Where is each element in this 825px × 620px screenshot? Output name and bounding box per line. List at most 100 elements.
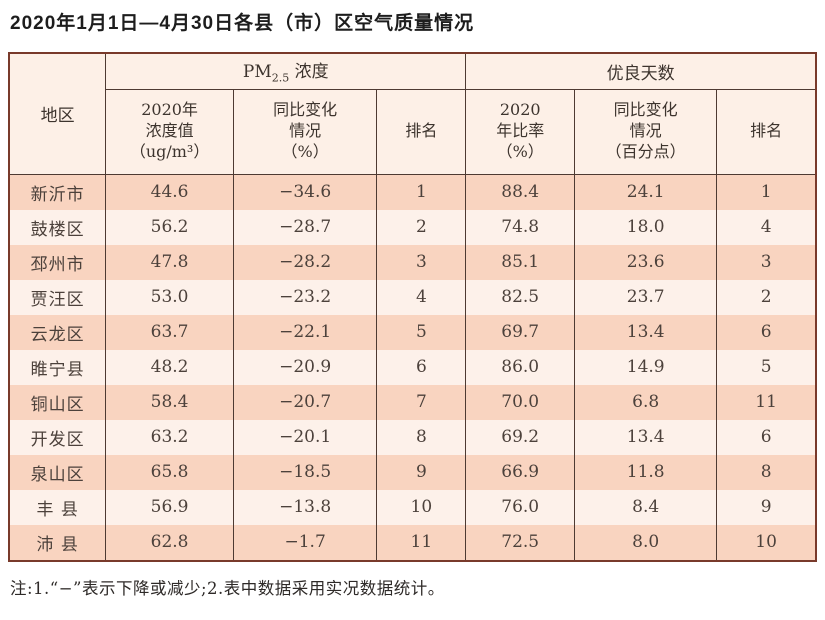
value-cell: 63.7 xyxy=(105,314,234,350)
value-cell: 3 xyxy=(376,244,467,280)
pm25-rank-header: 排名 xyxy=(376,89,467,175)
value-cell: 69.2 xyxy=(465,419,576,455)
table-body: 新沂市 44.6 −34.6 1 88.4 24.1 1 鼓楼区 56.2 −28.7 2 74.8 1… xyxy=(8,174,817,561)
value-cell: 8.0 xyxy=(574,524,718,561)
good-days-group-header: 优良天数 xyxy=(465,52,817,90)
good-days-rate-header: 2020 年比率 （%） xyxy=(465,89,576,175)
table-row: 丰 县 56.9 −13.8 10 76.0 8.4 9 xyxy=(8,489,817,525)
value-cell: 44.6 xyxy=(105,174,234,210)
table-row: 泉山区 65.8 −18.5 9 66.9 11.8 8 xyxy=(8,454,817,490)
value-cell: 24.1 xyxy=(574,174,718,210)
value-cell: 48.2 xyxy=(105,349,234,385)
value-cell: 66.9 xyxy=(465,454,576,490)
pm25-label-rest: 浓度 xyxy=(289,62,329,83)
table-row: 铜山区 58.4 −20.7 7 70.0 6.8 11 xyxy=(8,384,817,420)
value-cell: 63.2 xyxy=(105,419,234,455)
value-cell: −20.1 xyxy=(232,419,378,455)
value-cell: −20.9 xyxy=(232,349,378,385)
region-cell: 云龙区 xyxy=(8,314,107,350)
region-cell: 贾汪区 xyxy=(8,279,107,315)
pm25-label-subscript: 2.5 xyxy=(271,71,290,85)
value-cell: 58.4 xyxy=(105,384,234,420)
value-cell: 65.8 xyxy=(105,454,234,490)
value-cell: −20.7 xyxy=(232,384,378,420)
value-cell: 56.2 xyxy=(105,209,234,245)
value-cell: −1.7 xyxy=(232,524,378,561)
value-cell: 8 xyxy=(716,454,817,490)
value-cell: 8.4 xyxy=(574,489,718,525)
value-cell: 69.7 xyxy=(465,314,576,350)
region-column-header: 地区 xyxy=(8,52,107,175)
region-cell: 泉山区 xyxy=(8,454,107,490)
value-cell: 74.8 xyxy=(465,209,576,245)
region-cell: 开发区 xyxy=(8,419,107,455)
value-cell: 7 xyxy=(376,384,467,420)
value-cell: 2 xyxy=(376,209,467,245)
table-row: 云龙区 63.7 −22.1 5 69.7 13.4 6 xyxy=(8,314,817,350)
pm25-group-header: PM2.5 浓度 xyxy=(105,52,467,90)
table-row: 睢宁县 48.2 −20.9 6 86.0 14.9 5 xyxy=(8,349,817,385)
table-row: 新沂市 44.6 −34.6 1 88.4 24.1 1 xyxy=(8,174,817,210)
region-cell: 丰 县 xyxy=(8,489,107,525)
value-cell: −28.7 xyxy=(232,209,378,245)
value-cell: 76.0 xyxy=(465,489,576,525)
value-cell: 47.8 xyxy=(105,244,234,280)
value-cell: 3 xyxy=(716,244,817,280)
value-cell: 13.4 xyxy=(574,314,718,350)
value-cell: 86.0 xyxy=(465,349,576,385)
value-cell: 11 xyxy=(376,524,467,561)
value-cell: 70.0 xyxy=(465,384,576,420)
value-cell: 18.0 xyxy=(574,209,718,245)
value-cell: 53.0 xyxy=(105,279,234,315)
region-cell: 新沂市 xyxy=(8,174,107,210)
value-cell: 6 xyxy=(716,419,817,455)
value-cell: 23.6 xyxy=(574,244,718,280)
table-row: 沛 县 62.8 −1.7 11 72.5 8.0 10 xyxy=(8,524,817,561)
footnote: 注:1.“−”表示下降或减少;2.表中数据采用实况数据统计。 xyxy=(10,578,445,598)
pm25-label-main: PM xyxy=(242,62,272,83)
value-cell: 85.1 xyxy=(465,244,576,280)
value-cell: −34.6 xyxy=(232,174,378,210)
region-cell: 沛 县 xyxy=(8,524,107,561)
value-cell: 82.5 xyxy=(465,279,576,315)
good-days-change-header: 同比变化 情况 （百分点） xyxy=(574,89,718,175)
value-cell: 11 xyxy=(716,384,817,420)
region-cell: 铜山区 xyxy=(8,384,107,420)
table-header: 地区 PM2.5 浓度 优良天数 2020年 浓度值 （ug/m³） 同比变化 … xyxy=(8,52,817,175)
value-cell: −28.2 xyxy=(232,244,378,280)
value-cell: −18.5 xyxy=(232,454,378,490)
value-cell: 56.9 xyxy=(105,489,234,525)
value-cell: 9 xyxy=(716,489,817,525)
good-days-rank-header: 排名 xyxy=(716,89,817,175)
value-cell: 13.4 xyxy=(574,419,718,455)
value-cell: 6 xyxy=(716,314,817,350)
value-cell: 6.8 xyxy=(574,384,718,420)
value-cell: 8 xyxy=(376,419,467,455)
region-cell: 鼓楼区 xyxy=(8,209,107,245)
value-cell: 5 xyxy=(376,314,467,350)
value-cell: 9 xyxy=(376,454,467,490)
value-cell: 4 xyxy=(716,209,817,245)
air-quality-table: 地区 PM2.5 浓度 优良天数 2020年 浓度值 （ug/m³） 同比变化 … xyxy=(8,51,817,562)
value-cell: 23.7 xyxy=(574,279,718,315)
value-cell: 4 xyxy=(376,279,467,315)
value-cell: 1 xyxy=(716,174,817,210)
page-title: 2020年1月1日—4月30日各县（市）区空气质量情况 xyxy=(10,13,475,34)
value-cell: 72.5 xyxy=(465,524,576,561)
value-cell: 6 xyxy=(376,349,467,385)
table-row: 贾汪区 53.0 −23.2 4 82.5 23.7 2 xyxy=(8,279,817,315)
value-cell: 14.9 xyxy=(574,349,718,385)
region-cell: 邳州市 xyxy=(8,244,107,280)
value-cell: 10 xyxy=(716,524,817,561)
table-row: 邳州市 47.8 −28.2 3 85.1 23.6 3 xyxy=(8,244,817,280)
table-row: 鼓楼区 56.2 −28.7 2 74.8 18.0 4 xyxy=(8,209,817,245)
value-cell: 11.8 xyxy=(574,454,718,490)
value-cell: −13.8 xyxy=(232,489,378,525)
pm25-value-header: 2020年 浓度值 （ug/m³） xyxy=(105,89,234,175)
value-cell: 2 xyxy=(716,279,817,315)
value-cell: 10 xyxy=(376,489,467,525)
group-header-row: 地区 PM2.5 浓度 优良天数 xyxy=(8,52,817,175)
region-cell: 睢宁县 xyxy=(8,349,107,385)
value-cell: 88.4 xyxy=(465,174,576,210)
